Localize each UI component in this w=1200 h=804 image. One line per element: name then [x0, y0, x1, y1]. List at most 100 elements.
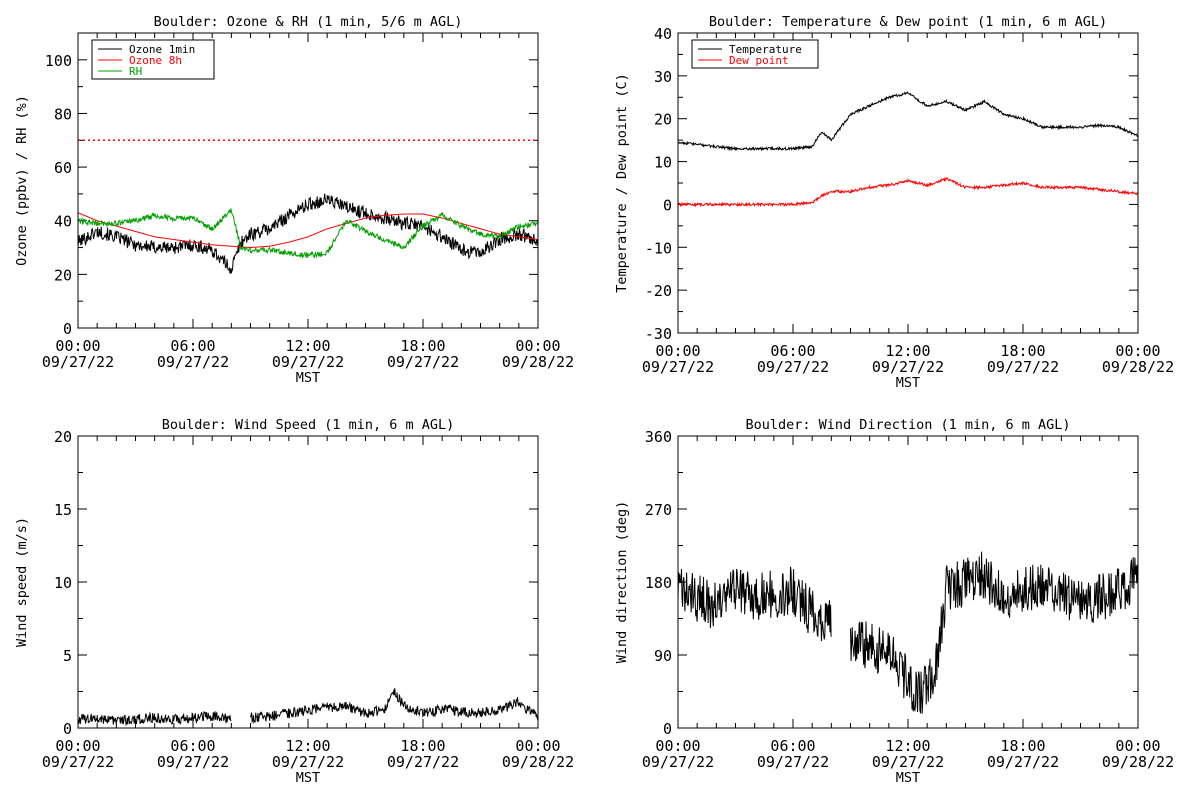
y-tick-label: 180 [645, 574, 672, 592]
legend-label: RH [129, 65, 142, 78]
x-tick-time-label: 00:00 [55, 737, 100, 755]
legend-label: Ozone 1min [129, 43, 195, 56]
y-tick-label: 30 [654, 68, 672, 86]
x-tick-time-label: 06:00 [170, 737, 215, 755]
x-tick-date-label: 09/27/22 [872, 753, 944, 771]
y-tick-label: 80 [54, 105, 72, 123]
legend-label: Temperature [729, 43, 802, 56]
y-tick-label: 0 [63, 720, 72, 738]
plot-frame [77, 435, 539, 729]
y-tick-label: 10 [54, 574, 72, 592]
y-tick-label: -10 [645, 239, 672, 257]
y-tick-label: 0 [63, 320, 72, 338]
y-tick-label: 20 [54, 266, 72, 284]
x-tick-date-label: 09/28/22 [502, 753, 574, 771]
x-tick-date-label: 09/27/22 [987, 358, 1059, 376]
x-tick-date-label: 09/27/22 [757, 753, 829, 771]
x-axis-label: MST [896, 770, 920, 786]
x-tick-time-label: 00:00 [1115, 342, 1160, 360]
y-tick-label: 40 [54, 213, 72, 231]
x-tick-time-label: 12:00 [285, 337, 330, 355]
series-line-rh [78, 208, 538, 259]
x-tick-date-label: 09/28/22 [1102, 358, 1174, 376]
x-tick-date-label: 09/27/22 [387, 353, 459, 371]
series-line-dew-point [678, 176, 1138, 208]
x-tick-date-label: 09/27/22 [42, 353, 114, 371]
legend-label: Dew point [729, 54, 789, 67]
legend [91, 39, 215, 80]
y-tick-label: 20 [54, 428, 72, 446]
x-tick-time-label: 06:00 [170, 337, 215, 355]
x-tick-date-label: 09/28/22 [1102, 753, 1174, 771]
x-tick-time-label: 00:00 [655, 737, 700, 755]
x-tick-time-label: 12:00 [285, 737, 330, 755]
x-tick-date-label: 09/27/22 [987, 753, 1059, 771]
y-axis-label: Wind direction (deg) [614, 501, 630, 664]
legend-label: Ozone 8h [129, 54, 182, 67]
x-tick-time-label: 12:00 [885, 342, 930, 360]
y-tick-label: -30 [645, 325, 672, 343]
x-tick-date-label: 09/27/22 [42, 753, 114, 771]
x-tick-time-label: 12:00 [885, 737, 930, 755]
y-axis-label: Ozone (ppbv) / RH (%) [14, 95, 30, 266]
y-tick-label: 0 [663, 196, 672, 214]
chart-title: Boulder: Wind Direction (1 min, 6 m AGL) [745, 417, 1070, 433]
chart-title: Boulder: Ozone & RH (1 min, 5/6 m AGL) [154, 14, 463, 30]
y-tick-label: 90 [654, 647, 672, 665]
x-tick-date-label: 09/28/22 [502, 353, 574, 371]
plot-frame [77, 32, 539, 329]
x-tick-time-label: 18:00 [1000, 737, 1045, 755]
x-tick-date-label: 09/27/22 [272, 753, 344, 771]
series-line-data [678, 551, 1138, 714]
x-tick-time-label: 18:00 [400, 737, 445, 755]
y-tick-label: 270 [645, 501, 672, 519]
x-tick-date-label: 09/27/22 [387, 753, 459, 771]
y-tick-label: 60 [54, 159, 72, 177]
series-line-temperature [678, 91, 1138, 152]
y-tick-label: 360 [645, 428, 672, 446]
x-tick-time-label: 18:00 [1000, 342, 1045, 360]
chart-wind-speed: Boulder: Wind Speed (1 min, 6 m AGL) Wind… [14, 417, 574, 786]
x-tick-date-label: 09/27/22 [757, 358, 829, 376]
y-tick-label: 100 [45, 52, 72, 70]
y-tick-label: 5 [63, 647, 72, 665]
series-line-ozone-1min [78, 193, 538, 274]
x-tick-date-label: 09/27/22 [157, 753, 229, 771]
x-axis-label: MST [896, 375, 920, 391]
x-axis-label: MST [296, 770, 320, 786]
y-tick-label: -20 [645, 282, 672, 300]
y-tick-label: 10 [654, 154, 672, 172]
x-tick-date-label: 09/27/22 [157, 353, 229, 371]
series-line-ozone-8h [78, 212, 538, 248]
series-line-data [78, 688, 538, 727]
legend [691, 39, 819, 69]
x-tick-date-label: 09/27/22 [642, 753, 714, 771]
x-tick-time-label: 00:00 [515, 337, 560, 355]
chart-title: Boulder: Wind Speed (1 min, 6 m AGL) [162, 417, 455, 433]
y-axis-label: Temperature / Dew point (C) [614, 73, 630, 292]
x-tick-time-label: 06:00 [770, 737, 815, 755]
x-tick-time-label: 00:00 [55, 337, 100, 355]
chart-ozone-rh: Boulder: Ozone & RH (1 min, 5/6 m AGL) Oz… [14, 14, 574, 386]
x-tick-time-label: 06:00 [770, 342, 815, 360]
x-tick-date-label: 09/27/22 [642, 358, 714, 376]
x-axis-label: MST [296, 370, 320, 386]
x-tick-time-label: 00:00 [655, 342, 700, 360]
y-tick-label: 0 [663, 720, 672, 738]
chart-temperature-dewpoint: Boulder: Temperature & Dew point (1 min,… [614, 14, 1174, 391]
y-axis-label: Wind speed (m/s) [14, 517, 30, 647]
x-tick-time-label: 18:00 [400, 337, 445, 355]
chart-wind-direction: Boulder: Wind Direction (1 min, 6 m AGL)… [614, 417, 1174, 786]
y-tick-label: 40 [654, 25, 672, 43]
x-tick-date-label: 09/27/22 [872, 358, 944, 376]
x-tick-time-label: 00:00 [515, 737, 560, 755]
x-tick-time-label: 00:00 [1115, 737, 1160, 755]
y-tick-label: 20 [654, 111, 672, 129]
y-tick-label: 15 [54, 501, 72, 519]
plot-frame [677, 32, 1139, 334]
x-tick-date-label: 09/27/22 [272, 353, 344, 371]
plot-frame [677, 435, 1139, 729]
chart-title: Boulder: Temperature & Dew point (1 min,… [709, 14, 1107, 30]
